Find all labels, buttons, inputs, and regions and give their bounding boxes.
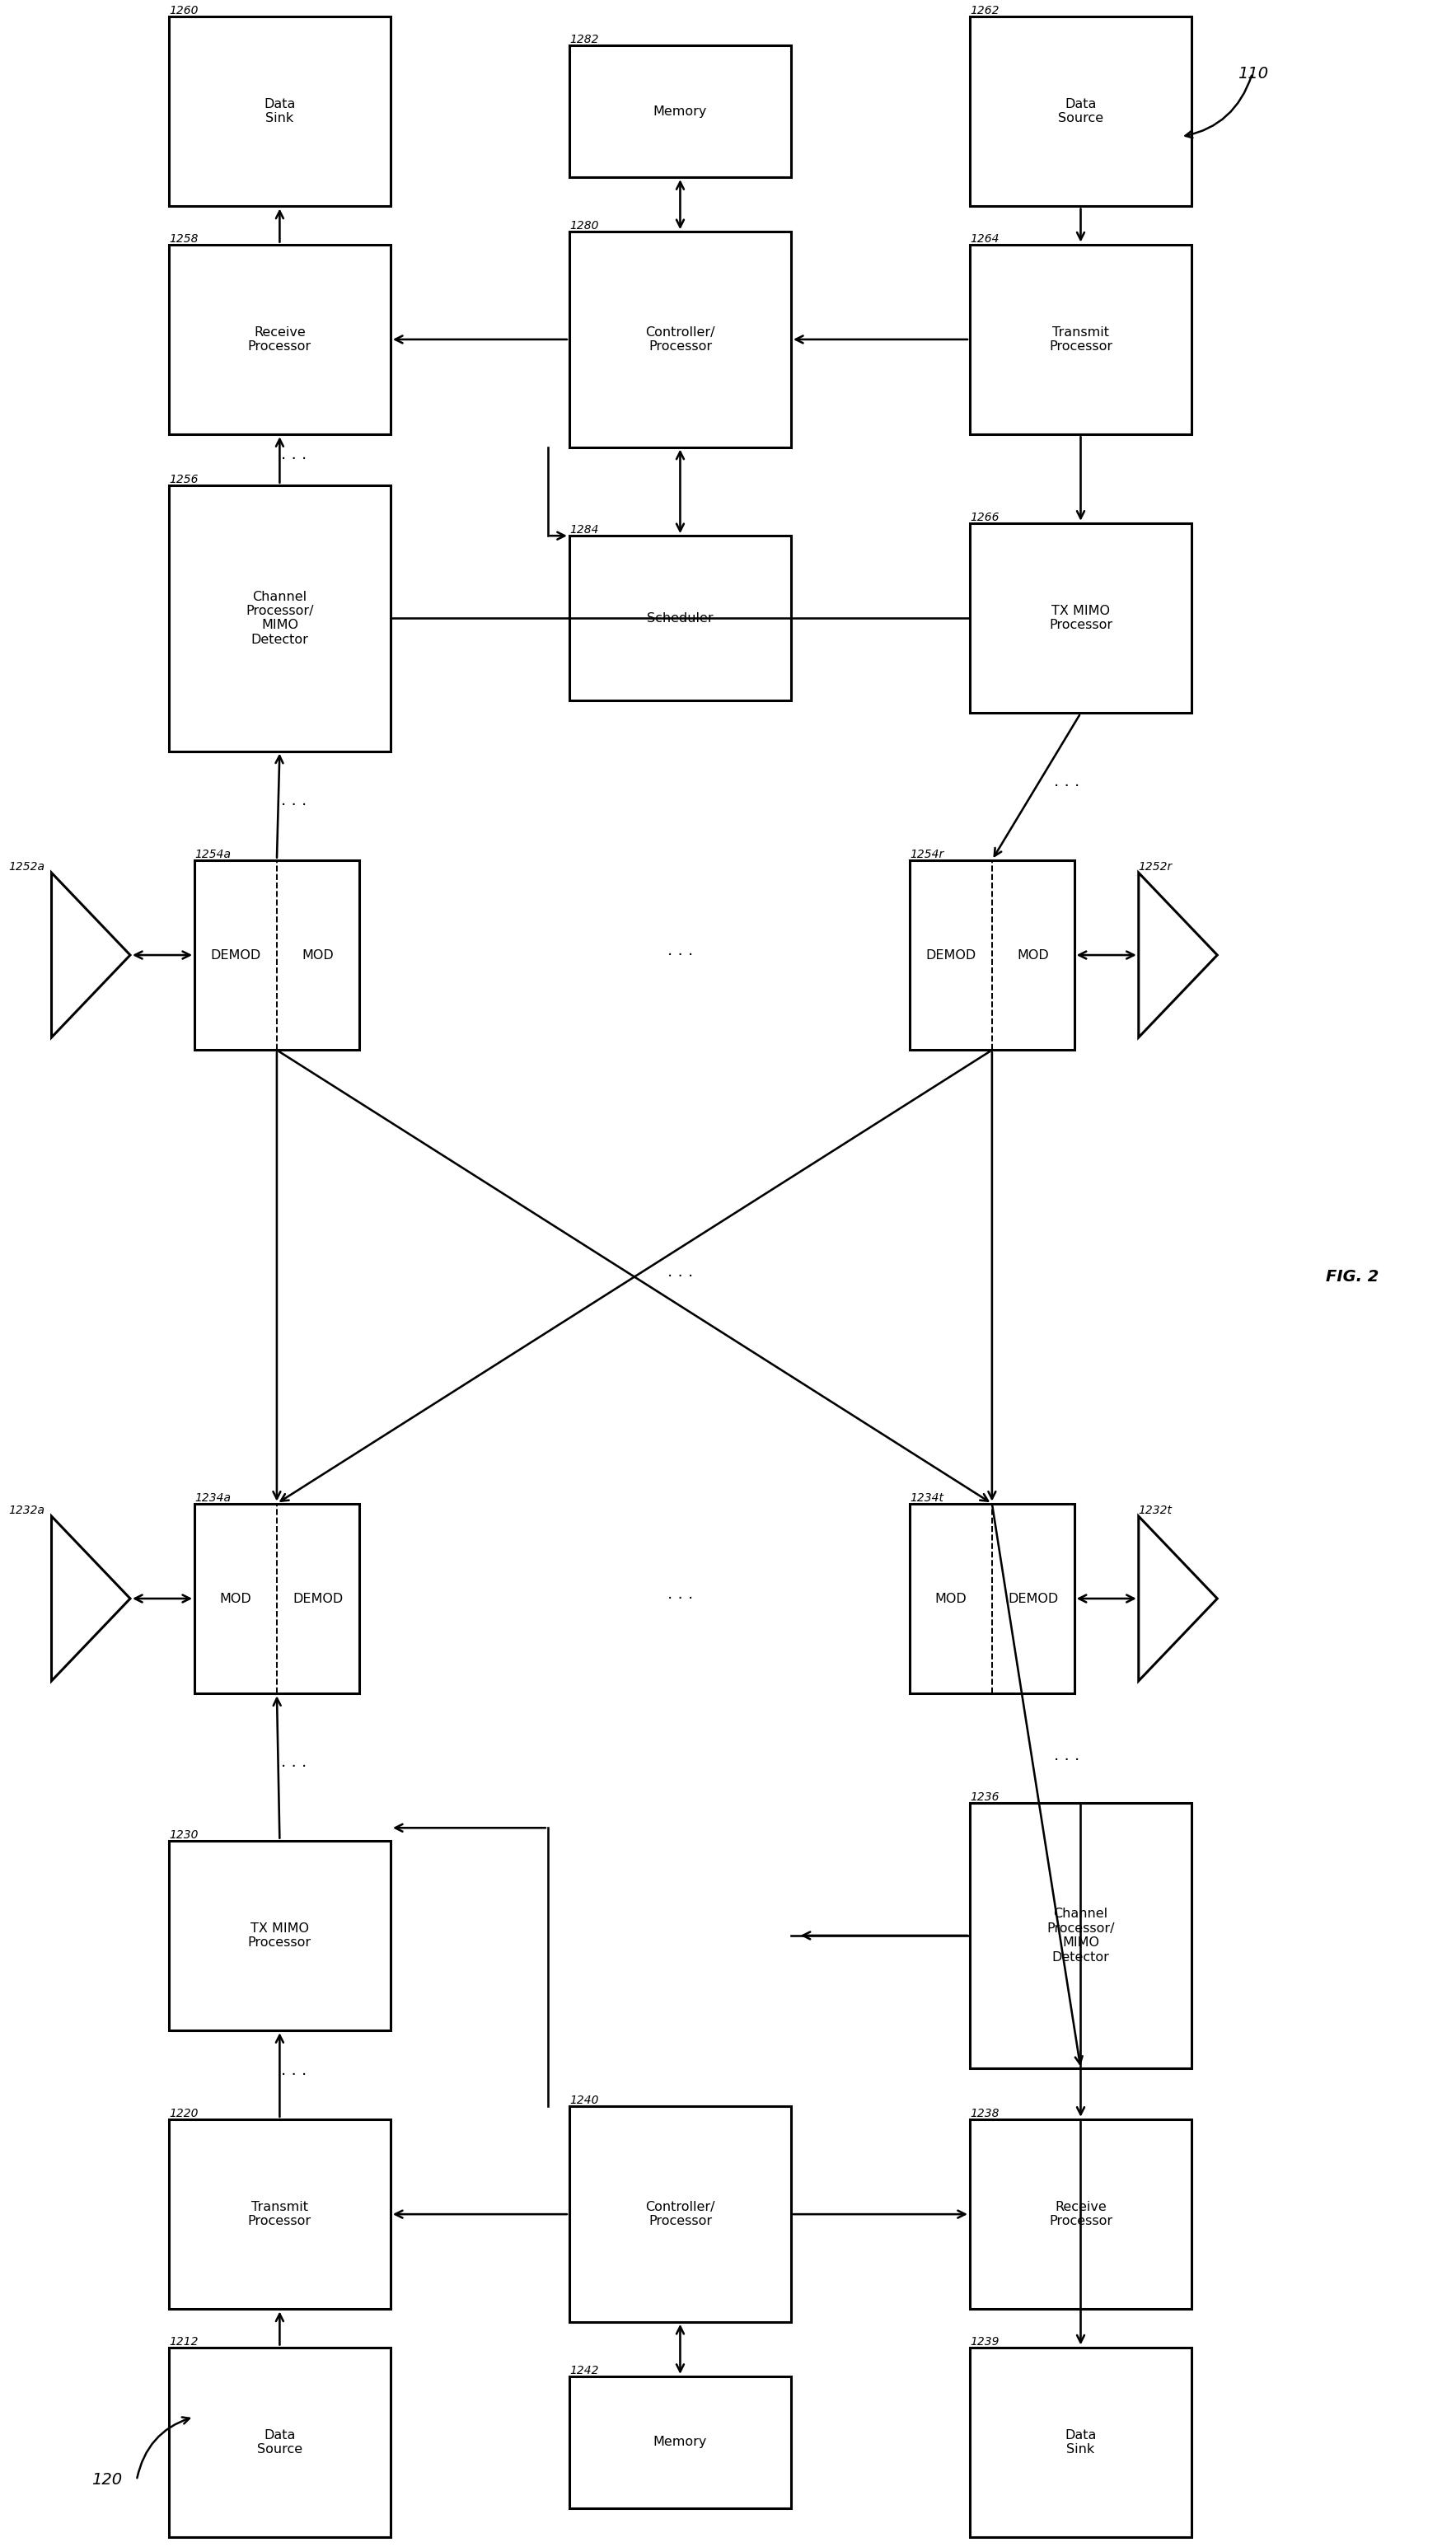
Bar (169, 1841, 390, 2030)
Text: 110: 110 (1238, 66, 1268, 82)
Text: · · ·: · · · (667, 1268, 693, 1284)
Text: · · ·: · · · (281, 797, 307, 812)
Text: Transmit
Processor: Transmit Processor (1048, 326, 1112, 354)
Text: · · ·: · · · (281, 2068, 307, 2083)
Text: MOD: MOD (1018, 950, 1050, 960)
Bar (970, 522, 1191, 713)
Text: · · ·: · · · (1054, 779, 1079, 795)
Bar (569, 232, 791, 448)
Text: 1230: 1230 (169, 1829, 198, 1841)
Bar (970, 245, 1191, 436)
Bar (195, 1503, 360, 1694)
Text: FIG. 2: FIG. 2 (1326, 1268, 1379, 1284)
Bar (169, 245, 390, 436)
Text: · · ·: · · · (667, 1592, 693, 1607)
Text: 1252r: 1252r (1139, 861, 1172, 874)
Bar (910, 861, 1075, 1049)
Text: 1284: 1284 (569, 525, 598, 535)
Text: Data
Source: Data Source (1059, 97, 1104, 125)
Text: Receive
Processor: Receive Processor (1048, 2201, 1112, 2229)
Text: 1232t: 1232t (1139, 1505, 1172, 1515)
Text: 1264: 1264 (970, 232, 999, 245)
Bar (970, 1803, 1191, 2068)
Text: 1212: 1212 (169, 2336, 198, 2348)
Text: MOD: MOD (220, 1592, 252, 1605)
Text: DEMOD: DEMOD (293, 1592, 344, 1605)
Bar (569, 2106, 791, 2323)
Text: MOD: MOD (935, 1592, 967, 1605)
Text: 1234a: 1234a (195, 1493, 232, 1503)
Text: Memory: Memory (654, 2435, 708, 2448)
Text: MOD: MOD (301, 950, 333, 960)
Text: 120: 120 (92, 2473, 122, 2488)
Bar (169, 15, 390, 206)
Text: 1220: 1220 (169, 2109, 198, 2119)
Text: · · ·: · · · (1054, 1752, 1079, 1768)
Bar (910, 1503, 1075, 1694)
Text: 1256: 1256 (169, 474, 198, 484)
Bar (569, 46, 791, 178)
Text: Data
Sink: Data Sink (264, 97, 296, 125)
Text: 1280: 1280 (569, 219, 598, 232)
Text: 1282: 1282 (569, 33, 598, 46)
Text: TX MIMO
Processor: TX MIMO Processor (248, 1923, 312, 1948)
Text: Scheduler: Scheduler (646, 611, 713, 624)
Text: Controller/
Processor: Controller/ Processor (645, 326, 715, 354)
Bar (169, 2348, 390, 2537)
Text: Controller/
Processor: Controller/ Processor (645, 2201, 715, 2229)
Text: Receive
Processor: Receive Processor (248, 326, 312, 354)
Text: Data
Sink: Data Sink (1064, 2430, 1096, 2455)
Text: Data
Source: Data Source (256, 2430, 303, 2455)
Text: DEMOD: DEMOD (1008, 1592, 1059, 1605)
Text: 1238: 1238 (970, 2109, 999, 2119)
Text: 1232a: 1232a (9, 1505, 44, 1515)
Bar (169, 2119, 390, 2310)
Bar (569, 2376, 791, 2509)
Text: Channel
Processor/
MIMO
Detector: Channel Processor/ MIMO Detector (1047, 1908, 1115, 1964)
Text: 1258: 1258 (169, 232, 198, 245)
Bar (970, 2348, 1191, 2537)
Text: 1266: 1266 (970, 512, 999, 522)
Bar (970, 15, 1191, 206)
Bar (169, 484, 390, 751)
Bar (195, 861, 360, 1049)
Text: 1254a: 1254a (195, 848, 232, 861)
Text: Transmit
Processor: Transmit Processor (248, 2201, 312, 2229)
Text: 1262: 1262 (970, 5, 999, 15)
Bar (569, 535, 791, 700)
Text: · · ·: · · · (281, 451, 307, 469)
Text: 1236: 1236 (970, 1791, 999, 1803)
Text: 1242: 1242 (569, 2364, 598, 2376)
Text: DEMOD: DEMOD (926, 950, 976, 960)
Text: · · ·: · · · (281, 1760, 307, 1775)
Text: DEMOD: DEMOD (211, 950, 261, 960)
Text: 1254r: 1254r (910, 848, 943, 861)
Bar (970, 2119, 1191, 2310)
Text: 1260: 1260 (169, 5, 198, 15)
Text: · · ·: · · · (667, 947, 693, 963)
Text: 1240: 1240 (569, 2096, 598, 2106)
Text: Memory: Memory (654, 104, 708, 117)
Text: 1252a: 1252a (9, 861, 44, 874)
Text: Channel
Processor/
MIMO
Detector: Channel Processor/ MIMO Detector (246, 591, 313, 647)
Text: 1234t: 1234t (910, 1493, 943, 1503)
Text: TX MIMO
Processor: TX MIMO Processor (1048, 604, 1112, 632)
Text: 1239: 1239 (970, 2336, 999, 2348)
